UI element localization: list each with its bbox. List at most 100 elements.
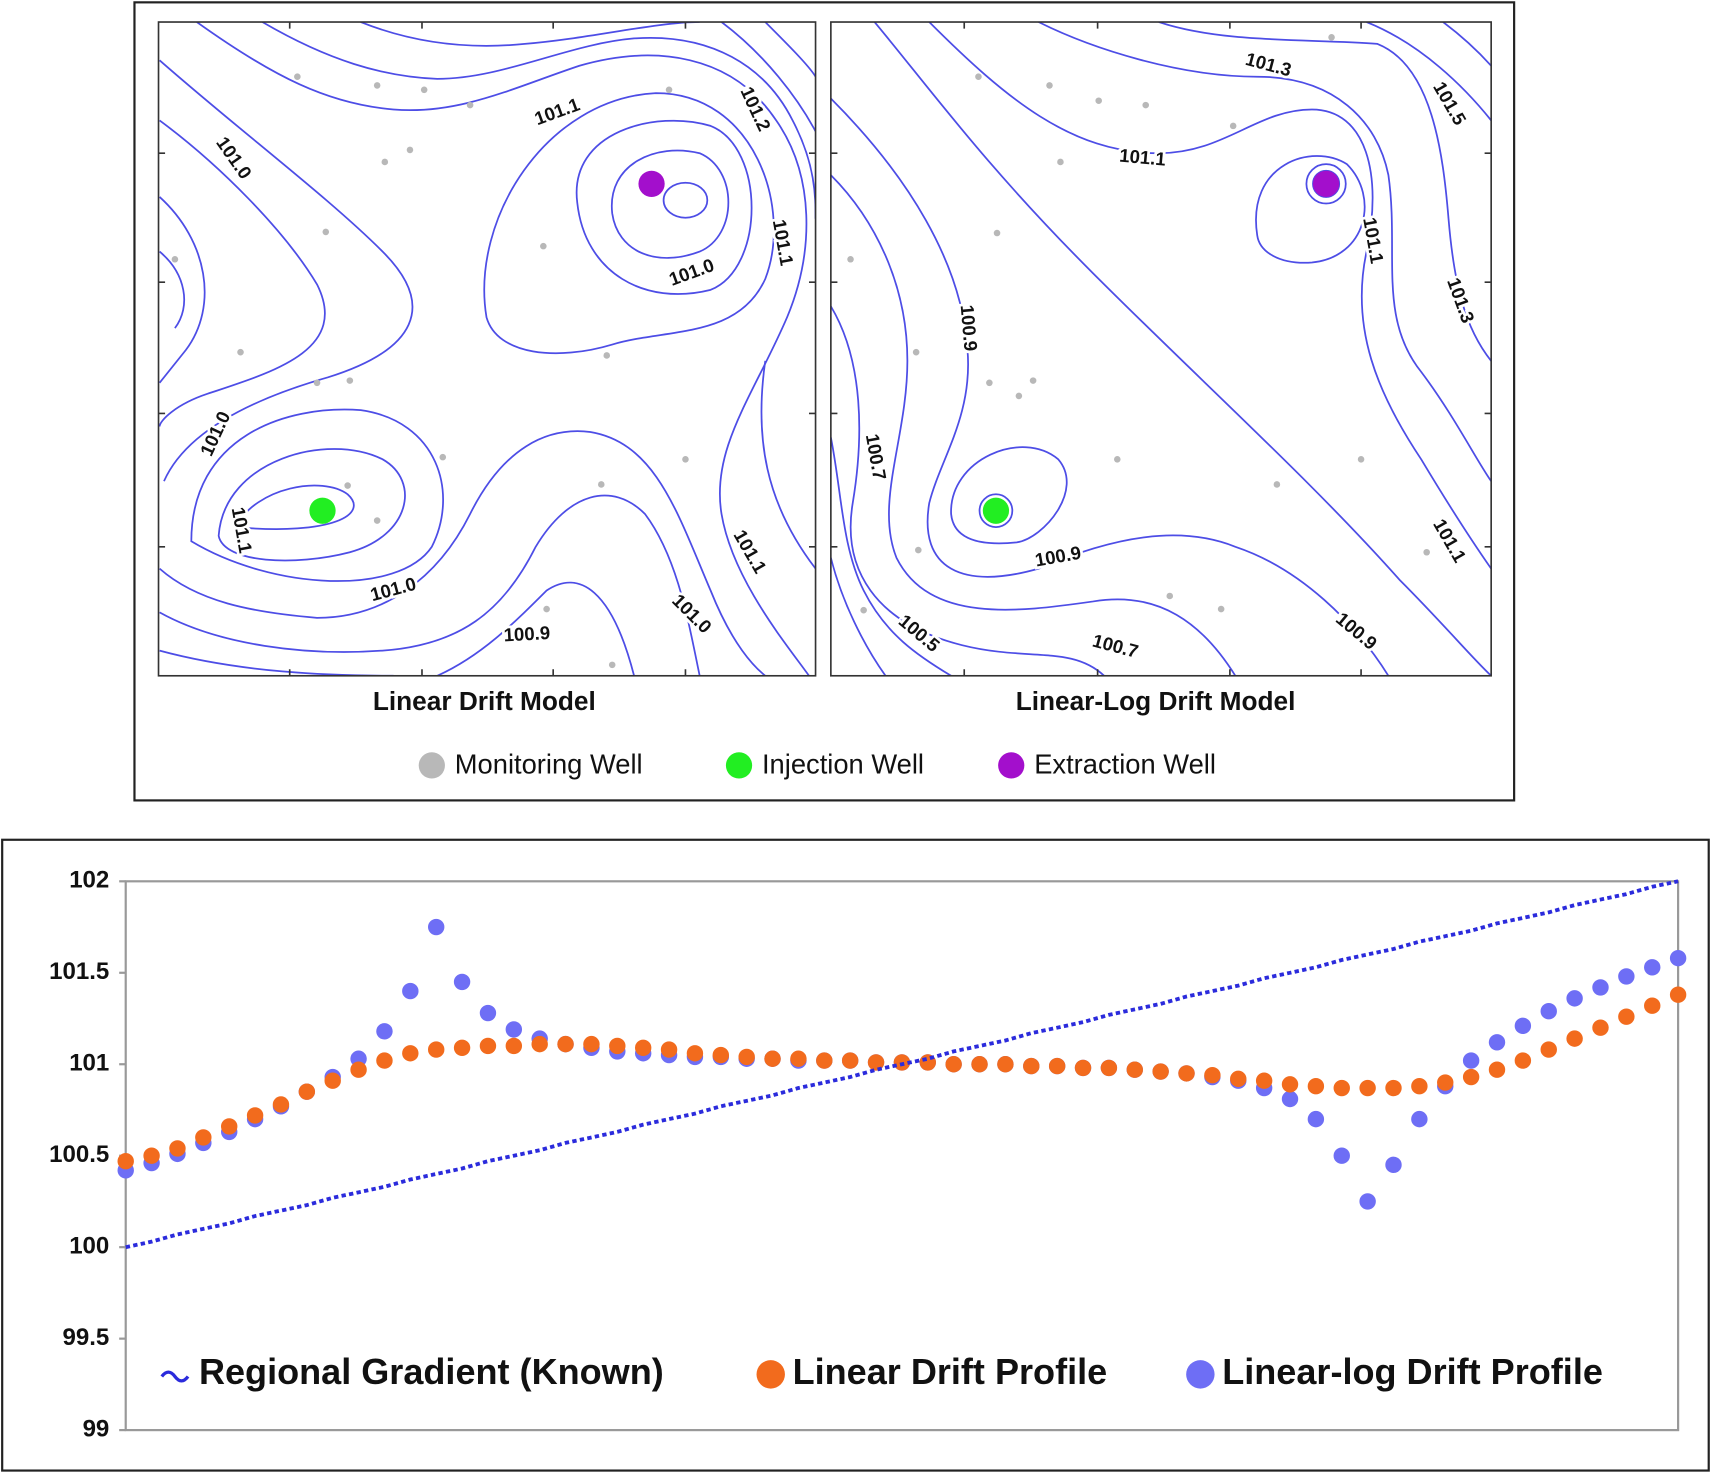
data-point [453, 973, 471, 991]
data-point [790, 1050, 807, 1067]
contour-lines [830, 22, 1492, 676]
monitoring-wells [171, 34, 1430, 669]
data-point [1255, 1072, 1273, 1089]
data-point [1307, 1077, 1325, 1095]
data-point [479, 1037, 497, 1055]
contour-lines [158, 22, 816, 676]
data-point [1592, 1019, 1609, 1036]
plot-area [124, 880, 1680, 1432]
legend-label: Monitoring Well [455, 749, 643, 780]
data-point [117, 1152, 134, 1170]
data-point [1230, 1070, 1247, 1088]
legend-label: Extraction Well [1034, 749, 1216, 780]
data-point [1359, 1079, 1376, 1097]
data-point [1281, 1076, 1299, 1093]
data-point [1333, 1147, 1350, 1164]
data-point [867, 1054, 885, 1071]
legend-marker [756, 1360, 785, 1389]
data-point [505, 1037, 523, 1055]
map-title: Linear Drift Model [373, 686, 596, 716]
y-tick-label: 100 [69, 1233, 109, 1260]
data-point [945, 1056, 962, 1073]
data-point [583, 1035, 600, 1053]
data-point [764, 1050, 781, 1067]
data-point [195, 1129, 212, 1146]
data-point [816, 1052, 833, 1069]
data-point [997, 1056, 1014, 1073]
data-line [125, 879, 1679, 1250]
map-frames [157, 21, 1492, 677]
data-point [505, 1021, 523, 1038]
well-marker [638, 170, 665, 197]
data-point [350, 1061, 367, 1078]
data-point [1618, 968, 1635, 985]
profile-panel-frame [1, 838, 1710, 1472]
data-point [1540, 1002, 1557, 1020]
legend-marker [725, 752, 753, 779]
data-point [453, 1039, 471, 1056]
data-point [1566, 1030, 1583, 1047]
legend-marker [418, 752, 445, 779]
map-title: Linear-Log Drift Model [1016, 686, 1296, 716]
data-point [1488, 1034, 1506, 1051]
data-point [1411, 1110, 1428, 1128]
contour-label: 101.1 [1118, 145, 1166, 170]
data-point [402, 982, 419, 1000]
data-point [169, 1140, 186, 1157]
data-point [1074, 1059, 1092, 1077]
well-marker [309, 497, 336, 524]
data-point [1204, 1067, 1221, 1084]
data-point [1644, 997, 1661, 1014]
legend-label: Linear Drift Profile [793, 1351, 1108, 1392]
data-point [298, 1083, 316, 1100]
legend-marker [1186, 1360, 1215, 1389]
well-marker [1312, 170, 1340, 197]
data-point [479, 1004, 497, 1022]
y-tick-label: 101.5 [49, 958, 109, 985]
y-tick-label: 100.5 [49, 1141, 109, 1168]
data-point [1514, 1052, 1532, 1069]
legend-marker [998, 752, 1025, 779]
data-point [1307, 1110, 1325, 1128]
data-point [1462, 1052, 1480, 1069]
data-point [1669, 986, 1687, 1003]
data-point [1411, 1077, 1428, 1095]
data-point [634, 1039, 652, 1056]
data-point [609, 1037, 626, 1055]
data-point [557, 1035, 574, 1053]
y-tick-label: 101 [69, 1050, 109, 1077]
legend-marker [160, 1370, 190, 1383]
data-point [1178, 1065, 1195, 1082]
data-point [1048, 1057, 1066, 1075]
data-point [1462, 1068, 1480, 1086]
data-point [428, 1041, 445, 1058]
data-point [1152, 1063, 1169, 1080]
data-point [376, 1052, 393, 1069]
y-tick-label: 99.5 [63, 1324, 110, 1351]
data-point [971, 1056, 988, 1073]
well-marker [982, 497, 1010, 524]
data-point [324, 1072, 341, 1089]
y-tick-label: 99 [83, 1415, 110, 1442]
data-point [1514, 1017, 1532, 1035]
contour-label: 100.9 [503, 622, 551, 645]
data-point [272, 1096, 290, 1113]
data-point [1540, 1041, 1557, 1058]
data-point [1385, 1156, 1402, 1174]
data-point [1385, 1079, 1402, 1097]
data-point [712, 1046, 730, 1064]
legend-label: Linear-log Drift Profile [1222, 1351, 1603, 1392]
data-point [1126, 1061, 1143, 1078]
map-panel-frame [133, 1, 1516, 802]
data-point [1669, 949, 1687, 967]
data-point [1488, 1061, 1506, 1078]
data-point [1333, 1079, 1350, 1097]
data-point [738, 1048, 755, 1066]
data-point [1437, 1074, 1454, 1091]
y-tick-label: 102 [69, 867, 109, 894]
data-point [246, 1107, 264, 1124]
data-point [531, 1035, 548, 1053]
